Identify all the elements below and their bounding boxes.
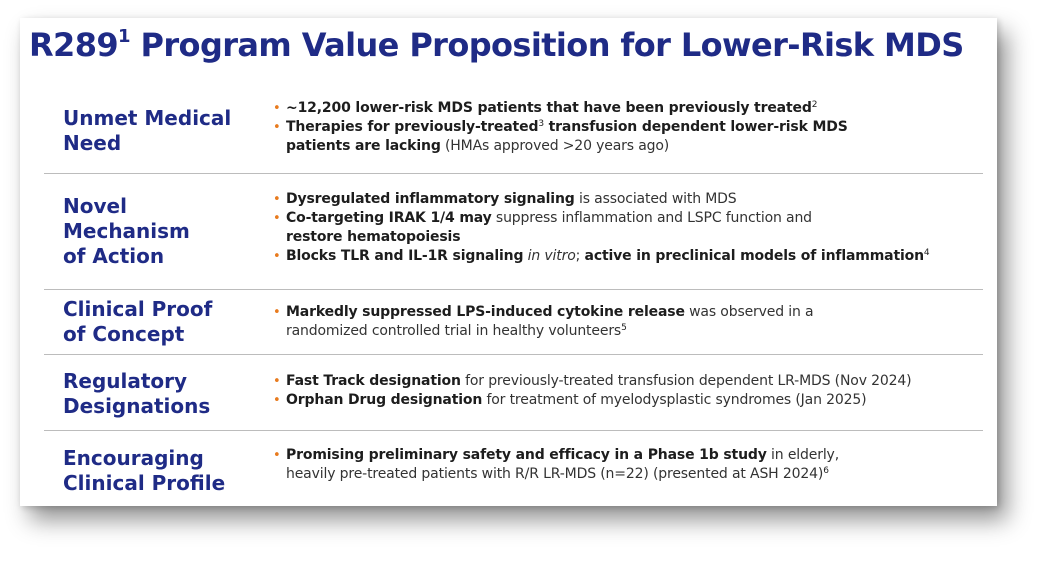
bullet-text: suppress inflammation and LSPC function … [491, 210, 812, 226]
title-main: R289 [29, 26, 119, 64]
bullet-text: (HMAs approved >20 years ago) [440, 138, 670, 154]
bullet-text: for treatment of myelodysplastic syndrom… [482, 392, 867, 408]
bullet-text-bold: patients are lacking [286, 138, 441, 154]
bullet-text: ; [575, 248, 585, 264]
bullet-text: in elderly, [766, 447, 839, 463]
bullet-text-bold: ~12,200 lower-risk MDS patients that hav… [286, 100, 812, 116]
bullet-item: Blocks TLR and IL-1R signaling in vitro;… [273, 247, 973, 266]
bullet-text-bold: Dysregulated inflammatory signaling [286, 191, 575, 207]
footnote-ref: 6 [823, 466, 829, 476]
bullet-text: is associated with MDS [574, 191, 737, 207]
bullet-list: Dysregulated inflammatory signaling is a… [273, 190, 973, 266]
bullet-text-bold: Promising preliminary safety and efficac… [286, 447, 767, 463]
page-title: R2891 Program Value Proposition for Lowe… [29, 21, 964, 69]
bullet-item: Promising preliminary safety and efficac… [273, 446, 973, 484]
bullet-text: for previously-treated transfusion depen… [460, 373, 912, 389]
title-rest: Program Value Proposition for Lower-Risk… [129, 26, 965, 64]
bullet-item: Orphan Drug designation for treatment of… [273, 391, 973, 410]
bullet-text-bold: Fast Track designation [286, 373, 461, 389]
bullet-item: Markedly suppressed LPS-induced cytokine… [273, 303, 973, 341]
title-footnote: 1 [118, 26, 131, 47]
row-label: Encouraging Clinical Profile [63, 446, 225, 496]
bullet-list: Promising preliminary safety and efficac… [273, 446, 973, 484]
bullet-item: Dysregulated inflammatory signaling is a… [273, 190, 973, 209]
footnote-ref: 2 [811, 100, 818, 110]
bullet-text: was observed in a [684, 304, 814, 320]
row-label: Novel Mechanism of Action [63, 194, 190, 269]
bullet-text-bold: transfusion dependent lower-risk MDS [543, 119, 848, 135]
bullet-text: randomized controlled trial in healthy v… [286, 323, 622, 339]
bullet-item: Therapies for previously-treated3 transf… [273, 118, 973, 156]
row-label-line: Clinical Profile [63, 471, 226, 495]
bullet-text-bold: Co-targeting IRAK 1/4 may [286, 210, 492, 226]
row-label-line: of Action [63, 244, 165, 268]
row-label-line: Regulatory [63, 369, 188, 393]
row-label-line: Clinical Proof [63, 297, 213, 321]
bullet-text-bold: Therapies for previously-treated [286, 119, 539, 135]
bullet-text-bold: restore hematopoiesis [286, 229, 461, 245]
bullet-list: Markedly suppressed LPS-induced cytokine… [273, 303, 973, 341]
bullet-list: ~12,200 lower-risk MDS patients that hav… [273, 99, 973, 156]
row-label: Clinical Proof of Concept [63, 297, 212, 347]
bullet-text-bold: Markedly suppressed LPS-induced cytokine… [286, 304, 685, 320]
bullet-text: heavily pre-treated patients with R/R LR… [286, 466, 824, 482]
footnote-ref: 5 [621, 323, 627, 333]
bullet-text-bold: Blocks TLR and IL-1R signaling [286, 248, 524, 264]
bullet-item: Fast Track designation for previously-tr… [273, 372, 973, 391]
slide: R2891 Program Value Proposition for Lowe… [20, 18, 997, 506]
footnote-ref: 3 [538, 119, 544, 129]
row-label: Unmet Medical Need [63, 106, 231, 156]
row-label-line: Designations [63, 394, 211, 418]
bullet-list: Fast Track designation for previously-tr… [273, 372, 973, 410]
bullet-item: Co-targeting IRAK 1/4 may suppress infla… [273, 209, 973, 247]
row-label-line: Need [63, 131, 122, 155]
row-label-line: of Concept [63, 322, 185, 346]
bullet-item: ~12,200 lower-risk MDS patients that hav… [273, 99, 973, 118]
row-label-line: Novel [63, 194, 127, 218]
bullet-text-bold: active in preclinical models of inflamma… [584, 248, 925, 264]
row-label-line: Mechanism [63, 219, 190, 243]
bullet-text-bold: Orphan Drug designation [286, 392, 483, 408]
row-label: Regulatory Designations [63, 369, 210, 419]
row-label-line: Unmet Medical [63, 106, 232, 130]
bullet-text-italic: in vitro [527, 248, 576, 264]
row-label-line: Encouraging [63, 446, 204, 470]
footnote-ref: 4 [923, 248, 930, 258]
